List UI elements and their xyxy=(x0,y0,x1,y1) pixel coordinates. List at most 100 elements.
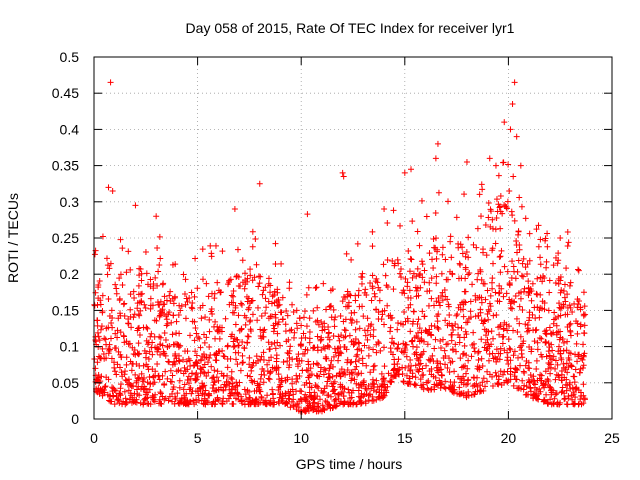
data-point xyxy=(447,233,454,240)
data-point xyxy=(412,284,419,291)
data-point xyxy=(290,334,297,341)
y-axis-tick-labels: 0 0.05 0.1 0.15 0.2 0.25 0.3 0.35 0.4 0.45 0.5 xyxy=(52,49,79,427)
data-point xyxy=(557,273,564,280)
data-point xyxy=(260,349,267,356)
data-point xyxy=(340,173,347,180)
data-point xyxy=(274,286,281,293)
data-point xyxy=(278,309,285,316)
data-point xyxy=(304,211,311,218)
data-point xyxy=(539,278,546,285)
data-point xyxy=(413,287,420,294)
data-point xyxy=(490,335,497,342)
data-point xyxy=(457,241,464,248)
data-point xyxy=(407,301,414,308)
data-point xyxy=(493,196,500,203)
data-point xyxy=(485,316,492,323)
data-point xyxy=(247,326,254,333)
data-point xyxy=(476,294,483,301)
data-point xyxy=(255,384,262,391)
data-point xyxy=(242,321,249,328)
data-point xyxy=(569,384,576,391)
data-point xyxy=(378,370,385,377)
data-point xyxy=(239,359,246,366)
data-point xyxy=(478,213,485,220)
data-point xyxy=(515,231,522,238)
data-point xyxy=(249,228,256,235)
data-point xyxy=(555,313,562,320)
data-point xyxy=(364,327,371,334)
data-points xyxy=(91,79,589,415)
data-point xyxy=(155,372,162,379)
data-point xyxy=(273,365,280,372)
data-point xyxy=(101,335,108,342)
data-point xyxy=(329,373,336,380)
data-point xyxy=(381,387,388,394)
data-point xyxy=(176,399,183,406)
data-point xyxy=(182,315,189,322)
data-point xyxy=(163,316,170,323)
data-point xyxy=(446,369,453,376)
data-point xyxy=(525,317,532,324)
data-point xyxy=(106,265,113,272)
data-point xyxy=(430,373,437,380)
data-point xyxy=(382,272,389,279)
data-point xyxy=(286,347,293,354)
data-point xyxy=(300,314,307,321)
data-point xyxy=(211,290,218,297)
data-point xyxy=(246,388,253,395)
data-point xyxy=(253,353,260,360)
data-point xyxy=(231,335,238,342)
data-point xyxy=(467,298,474,305)
data-point xyxy=(240,359,247,366)
data-point xyxy=(194,285,201,292)
data-point xyxy=(130,314,137,321)
data-point xyxy=(413,333,420,340)
data-point xyxy=(278,379,285,386)
data-point xyxy=(267,369,274,376)
data-point xyxy=(533,357,540,364)
data-point xyxy=(188,304,195,311)
data-point xyxy=(451,368,458,375)
data-point xyxy=(557,399,564,406)
data-point xyxy=(175,311,182,318)
data-point xyxy=(552,376,559,383)
data-point xyxy=(242,391,249,398)
data-point xyxy=(548,356,555,363)
data-point xyxy=(572,385,579,392)
data-point xyxy=(133,396,140,403)
data-point xyxy=(497,269,504,276)
data-point xyxy=(164,375,171,382)
data-point xyxy=(92,365,99,372)
data-point xyxy=(306,329,313,336)
data-point xyxy=(356,325,363,332)
data-point xyxy=(546,344,553,351)
data-point xyxy=(208,308,215,315)
data-point xyxy=(448,322,455,329)
data-point xyxy=(534,339,541,346)
data-point xyxy=(92,289,99,296)
data-point xyxy=(543,331,550,338)
data-point xyxy=(458,364,465,371)
data-point xyxy=(497,345,504,352)
data-point xyxy=(164,320,171,327)
data-point xyxy=(246,318,253,325)
data-point xyxy=(444,296,451,303)
data-point xyxy=(439,244,446,251)
data-point xyxy=(337,313,344,320)
data-point xyxy=(176,377,183,384)
data-point xyxy=(563,360,570,367)
data-point xyxy=(545,307,552,314)
data-point xyxy=(320,280,327,287)
data-point xyxy=(363,362,370,369)
data-point xyxy=(575,401,582,408)
data-point xyxy=(214,323,221,330)
data-point xyxy=(246,304,253,311)
data-point xyxy=(134,390,141,397)
data-point xyxy=(275,398,282,405)
data-point xyxy=(416,272,423,279)
data-point xyxy=(271,325,278,332)
data-point xyxy=(492,226,499,233)
data-point xyxy=(92,336,99,343)
data-point xyxy=(171,341,178,348)
data-point xyxy=(453,214,460,221)
